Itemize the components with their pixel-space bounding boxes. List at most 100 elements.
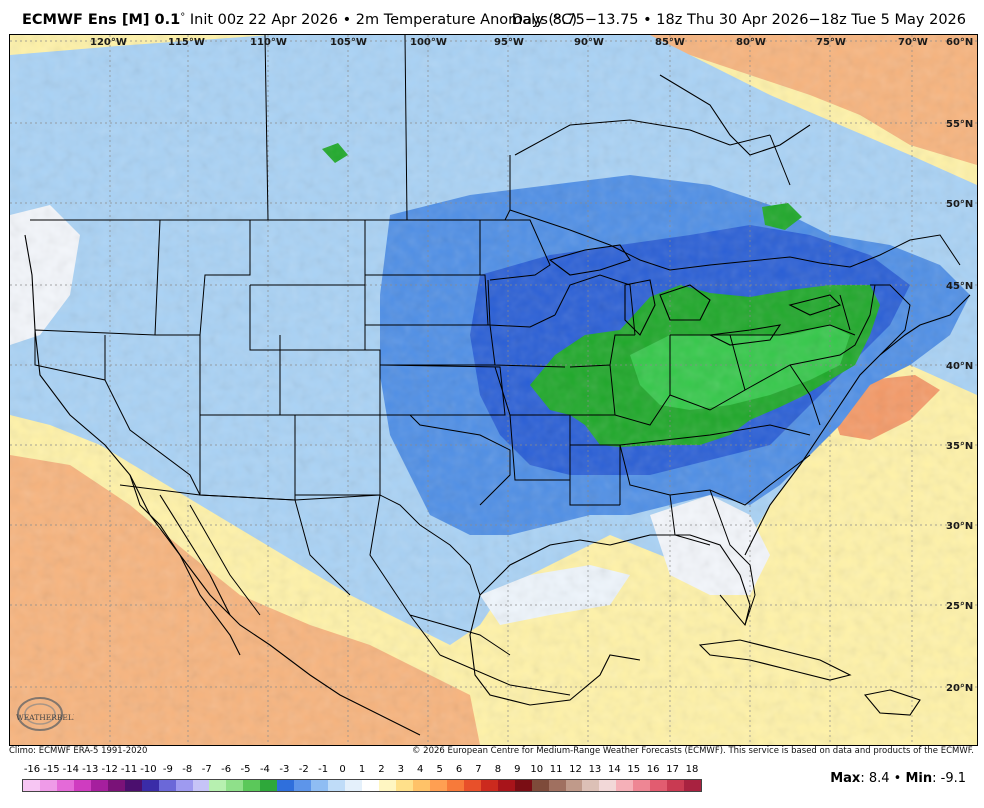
color-swatch	[107, 780, 125, 791]
lon-label: 80°W	[736, 37, 766, 48]
mexico-states	[189, 494, 571, 696]
color-legend-label: -4	[259, 764, 270, 775]
map-texture	[10, 35, 977, 745]
color-swatch	[531, 780, 549, 791]
anomaly-map: 120°W 115°W 110°W 105°W 100°W 95°W 90°W …	[9, 34, 978, 746]
color-legend-label: 17	[666, 764, 679, 775]
color-swatch	[429, 780, 447, 791]
lon-label: 95°W	[494, 37, 524, 48]
us-central-states	[365, 219, 621, 506]
lat-label: 55°N	[946, 119, 973, 130]
color-swatch	[294, 780, 312, 791]
color-legend-label: -3	[279, 764, 290, 775]
lon-label: 90°W	[574, 37, 604, 48]
color-swatch	[565, 780, 583, 791]
color-swatch	[395, 780, 413, 791]
cuba	[698, 639, 852, 681]
us-mexico-border	[119, 484, 481, 596]
color-swatch	[23, 780, 40, 791]
color-swatch	[548, 780, 566, 791]
political-borders	[30, 35, 961, 696]
color-swatch	[345, 780, 363, 791]
color-swatch	[514, 780, 532, 791]
color-legend-label: 10	[530, 764, 544, 775]
color-swatch	[192, 780, 210, 791]
color-swatch	[39, 780, 57, 791]
great-lakes	[548, 244, 842, 346]
color-swatch	[379, 780, 396, 791]
color-legend-label: -5	[240, 764, 251, 775]
color-legend-swatches	[22, 779, 702, 792]
color-legend-label: 0	[339, 764, 346, 775]
lon-label: 70°W	[898, 37, 928, 48]
color-legend-label: 14	[607, 764, 621, 775]
max-label: Max	[830, 771, 861, 786]
color-swatch	[497, 780, 515, 791]
color-swatch	[56, 780, 74, 791]
color-legend-label: -16	[23, 764, 41, 775]
color-legend-label: -14	[62, 764, 79, 775]
color-legend-label: 5	[436, 764, 443, 775]
logo-text: WEATHERBELL	[16, 713, 74, 722]
color-legend-label: 3	[397, 764, 404, 775]
lat-label: 25°N	[946, 601, 973, 612]
color-legend-label: -2	[298, 764, 309, 775]
color-legend: -16 -15 -14 -13 -12 -11 -10 -9 -8 -7 -6 -5 -4 -3 -2 -1 0…	[22, 764, 702, 794]
init-info: Init 00z 22 Apr 2026 • 2m Temperature An…	[185, 12, 578, 28]
color-legend-label: -13	[82, 764, 99, 775]
color-swatch	[175, 780, 193, 791]
max-value: : 8.4 •	[860, 771, 906, 786]
lon-label: 85°W	[655, 37, 685, 48]
min-value: : -9.1	[932, 771, 966, 786]
color-swatch	[463, 780, 481, 791]
model-name: ECMWF Ens [M] 0.1	[22, 12, 181, 28]
copyright-note: © 2026 European Centre for Medium-Range …	[411, 746, 974, 756]
color-legend-label: -10	[140, 764, 157, 775]
mexico-gulf-coast	[469, 594, 641, 706]
lon-label: 110°W	[250, 37, 287, 48]
color-legend-label: 15	[627, 764, 641, 775]
color-legend-label: 6	[455, 764, 463, 775]
lon-label: 75°W	[816, 37, 846, 48]
hudson-bay-shore	[659, 74, 811, 156]
lat-label: 40°N	[946, 361, 973, 372]
color-legend-label: 8	[494, 764, 502, 775]
color-swatch	[446, 780, 464, 791]
color-swatch	[73, 780, 91, 791]
color-swatch	[412, 780, 430, 791]
valid-period: Days 8.75−13.75 • 18z Thu 30 Apr 2026−18…	[511, 12, 966, 28]
color-swatch	[362, 780, 380, 791]
map-canvas: 120°W 115°W 110°W 105°W 100°W 95°W 90°W …	[10, 35, 977, 745]
lon-label: 115°W	[168, 37, 205, 48]
us-canada-border	[30, 209, 961, 271]
graticule	[10, 35, 977, 745]
lon-label: 100°W	[410, 37, 447, 48]
color-legend-label: -15	[43, 764, 60, 775]
hispaniola	[863, 689, 921, 716]
east-coast	[744, 294, 971, 556]
color-swatch	[650, 780, 668, 791]
map-header: ECMWF Ens [M] 0.1° Init 00z 22 Apr 2026 …	[0, 0, 984, 34]
west-coast	[24, 234, 421, 736]
lat-label: 50°N	[946, 199, 973, 210]
longitude-labels: 120°W 115°W 110°W 105°W 100°W 95°W 90°W …	[90, 37, 928, 48]
color-swatch	[124, 780, 142, 791]
color-legend-label: 2	[378, 764, 385, 775]
weatherbell-logo-icon: WEATHERBELL	[16, 697, 78, 731]
lon-label: 105°W	[330, 37, 367, 48]
color-swatch	[243, 780, 261, 791]
latitude-labels: 60°N 55°N 50°N 45°N 40°N 35°N 30°N 25°N …	[946, 37, 973, 694]
color-swatch	[90, 780, 108, 791]
color-legend-label: 7	[475, 764, 482, 775]
color-legend-label: 4	[417, 764, 424, 775]
color-legend-label: 16	[646, 764, 660, 775]
color-swatch	[158, 780, 176, 791]
color-swatch	[328, 780, 346, 791]
color-legend-label: 12	[569, 764, 582, 775]
min-label: Min	[905, 771, 933, 786]
lat-label: 20°N	[946, 683, 973, 694]
color-legend-label: -7	[201, 764, 212, 775]
lat-label: 35°N	[946, 441, 973, 452]
degree-symbol: °	[180, 12, 186, 23]
color-legend-label: 11	[549, 764, 563, 775]
